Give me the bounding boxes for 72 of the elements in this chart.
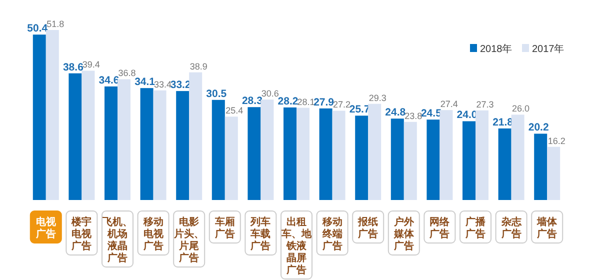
x-tick-label: 广播广告 <box>464 216 486 240</box>
data-label: 33.4 <box>154 79 172 90</box>
data-label: 51.8 <box>46 19 64 29</box>
bar <box>296 108 310 200</box>
data-label: 50.4 <box>27 22 48 35</box>
data-label: 29.3 <box>368 92 386 103</box>
data-label: 25.4 <box>226 106 244 116</box>
bar <box>511 114 524 200</box>
bar <box>176 91 190 200</box>
x-tick-label: 飞机、机场液晶广告 <box>102 216 132 264</box>
legend-label: 2018年 <box>480 43 512 55</box>
data-label: 25.7 <box>349 104 370 116</box>
x-tick-label: 杂志广告 <box>500 216 522 240</box>
data-label: 34.1 <box>134 76 156 88</box>
x-tick-label: 网络广告 <box>428 216 451 240</box>
bar <box>368 104 382 200</box>
x-tick-label: 列车车载广告 <box>250 216 271 252</box>
bar <box>534 134 548 200</box>
x-tick-label: 户外媒体广告 <box>392 216 415 252</box>
bar <box>46 30 59 200</box>
data-label: 36.8 <box>118 68 136 78</box>
bar <box>224 116 238 200</box>
bar <box>319 108 332 200</box>
data-label: 39.4 <box>82 60 100 70</box>
data-label: 23.8 <box>404 110 422 121</box>
x-tick-label: 移动终端广告 <box>321 216 342 252</box>
data-label: 27.2 <box>333 100 351 110</box>
x-tick-label: 车厢广告 <box>214 216 235 240</box>
x-tick-label: 报纸广告 <box>357 216 378 240</box>
bar <box>498 128 512 200</box>
bar <box>476 110 488 200</box>
bar <box>212 100 225 200</box>
bar <box>260 100 274 200</box>
data-label: 27.9 <box>314 96 334 108</box>
data-label: 20.2 <box>528 122 549 134</box>
x-tick-label: 楼宇电视广告 <box>70 216 93 252</box>
bar <box>332 110 346 200</box>
bar <box>32 34 46 200</box>
data-label: 28.1 <box>297 96 315 107</box>
bar <box>189 72 202 200</box>
bar <box>390 118 404 200</box>
bar <box>547 146 560 200</box>
bar <box>68 73 82 200</box>
bar <box>153 90 166 200</box>
bar <box>404 122 417 200</box>
legend-label: 2017年 <box>532 43 564 55</box>
x-tick-label: 电视广告 <box>34 216 57 240</box>
data-label: 16.2 <box>548 136 566 146</box>
bar <box>355 116 368 200</box>
bar <box>426 120 440 200</box>
data-label: 27.3 <box>476 99 494 110</box>
data-label: 26.0 <box>512 104 530 114</box>
data-label: 33.2 <box>170 79 191 92</box>
bar <box>248 107 261 200</box>
bar <box>118 79 130 200</box>
data-label: 38.9 <box>190 61 208 72</box>
bar <box>462 121 476 200</box>
x-tick-label: 墙体广告 <box>536 216 558 240</box>
bar <box>82 70 95 200</box>
bar <box>104 86 118 200</box>
bar <box>284 107 296 200</box>
data-label: 24.8 <box>385 106 406 119</box>
data-label: 27.4 <box>440 99 458 110</box>
data-label: 30.5 <box>206 88 227 100</box>
data-label: 28.3 <box>242 95 263 108</box>
data-label: 38.6 <box>62 61 84 74</box>
data-label: 30.6 <box>261 88 279 99</box>
x-tick-label: 电影片头、片尾广告 <box>173 216 204 264</box>
bar <box>140 88 154 200</box>
data-label: 28.2 <box>278 95 298 108</box>
x-tick-label: 移动电视广告 <box>142 216 164 252</box>
bar <box>440 110 453 200</box>
